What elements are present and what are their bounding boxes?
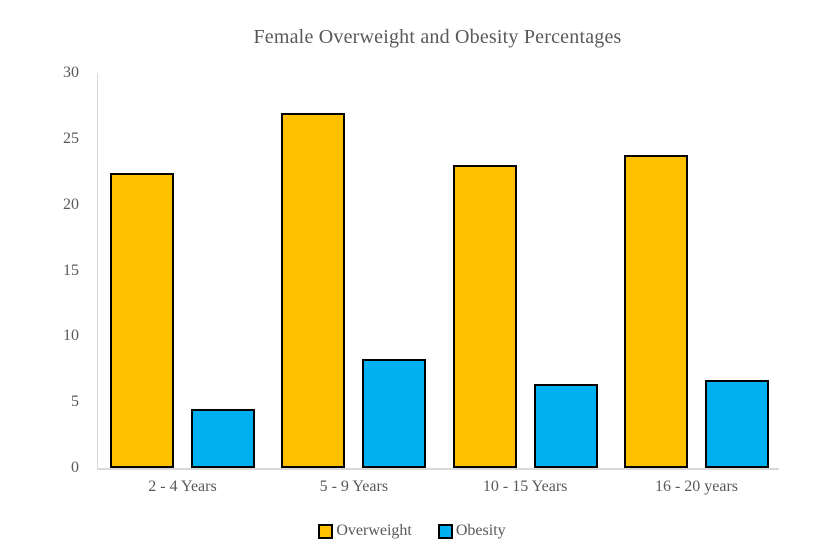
legend-label: Overweight: [336, 522, 412, 539]
bar-group-1: [110, 73, 255, 468]
y-tick-label: 5: [71, 393, 79, 411]
y-tick-label: 20: [63, 195, 79, 213]
legend-swatch-icon: [318, 523, 334, 539]
bar-overweight-4: [623, 154, 688, 468]
legend: Overweight Obesity: [0, 522, 824, 540]
bar-group-3: [452, 73, 598, 468]
bar-group-2: [281, 73, 427, 468]
y-tick-label: 0: [71, 459, 79, 476]
x-axis-labels: 2 - 4 Years 5 - 9 Years 10 - 15 Years 16 - …: [98, 478, 779, 496]
legend-item-obesity: Obesity: [437, 522, 506, 540]
bar-obesity-1: [191, 408, 255, 468]
y-tick-label: 25: [63, 129, 79, 147]
y-tick-label: 15: [63, 261, 79, 279]
chart-title: Female Overweight and Obesity Percentage…: [253, 26, 622, 48]
x-axis-label: 16 - 20 years: [654, 478, 739, 495]
y-tick-label: 10: [63, 327, 79, 345]
x-axis-label: 5 - 9 Years: [319, 478, 389, 495]
legend-swatch-icon: [437, 523, 453, 539]
legend-label: Obesity: [455, 522, 506, 539]
bars-container: [98, 73, 779, 468]
bar-overweight-3: [452, 165, 517, 468]
bar-obesity-2: [362, 358, 427, 468]
y-tick-label: 30: [63, 64, 79, 81]
legend-item-overweight: Overweight: [318, 522, 412, 540]
bar-obesity-4: [704, 379, 769, 468]
x-axis-label: 10 - 15 Years: [482, 478, 568, 495]
bar-overweight-2: [281, 112, 346, 468]
y-axis-ticks: 0 5 10 15 20 25 30: [34, 65, 79, 476]
bar-obesity-3: [533, 383, 598, 468]
plot-area: 0 5 10 15 20 25 30 2 - 4 Years 5 - 9 Years 10 - …: [63, 65, 779, 495]
x-axis-label: 2 - 4 Years: [148, 478, 217, 495]
bar-group-4: [623, 73, 769, 468]
bar-overweight-1: [110, 173, 174, 468]
